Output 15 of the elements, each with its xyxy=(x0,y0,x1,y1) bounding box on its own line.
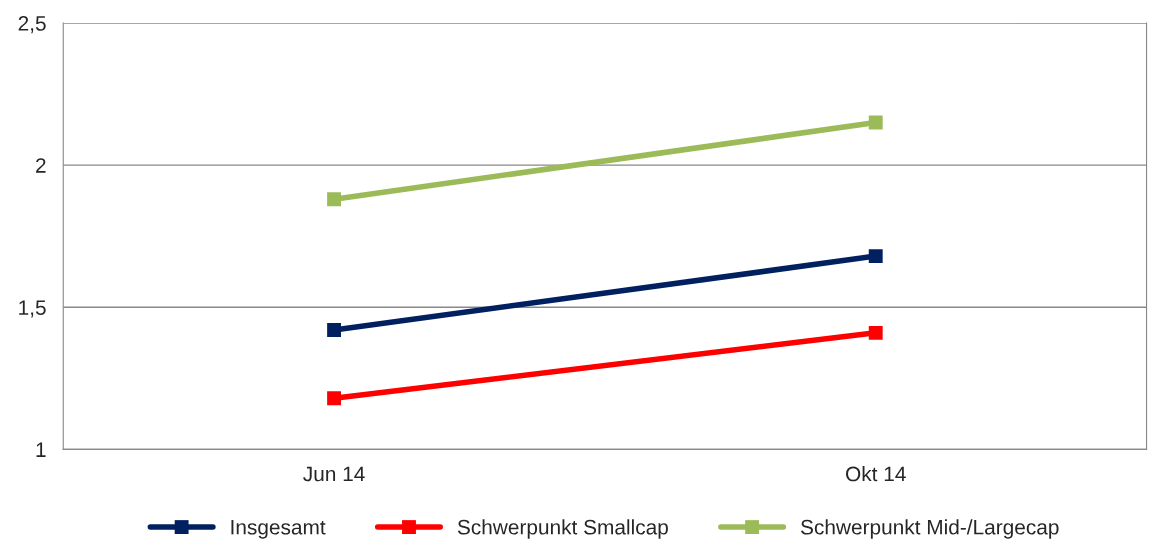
point xyxy=(868,115,883,130)
point xyxy=(327,391,342,406)
y-tick-label: 1,5 xyxy=(19,300,46,318)
y-tick-label: 2 xyxy=(36,158,46,173)
point xyxy=(327,192,342,207)
legend-label: Insgesamt xyxy=(231,520,326,539)
point xyxy=(868,249,883,264)
legend-label: Schwerpunkt Mid-/Largecap xyxy=(800,519,1059,539)
x-tick-label: Okt 14 xyxy=(846,466,906,482)
point xyxy=(327,323,342,337)
y-tick-label: 2,5 xyxy=(18,16,46,34)
legend-label: Schwerpunkt Smallcap xyxy=(457,519,668,539)
x-tick-label: Jun 14 xyxy=(303,466,365,482)
y-tick-label: 1 xyxy=(36,442,46,457)
point xyxy=(868,325,883,340)
